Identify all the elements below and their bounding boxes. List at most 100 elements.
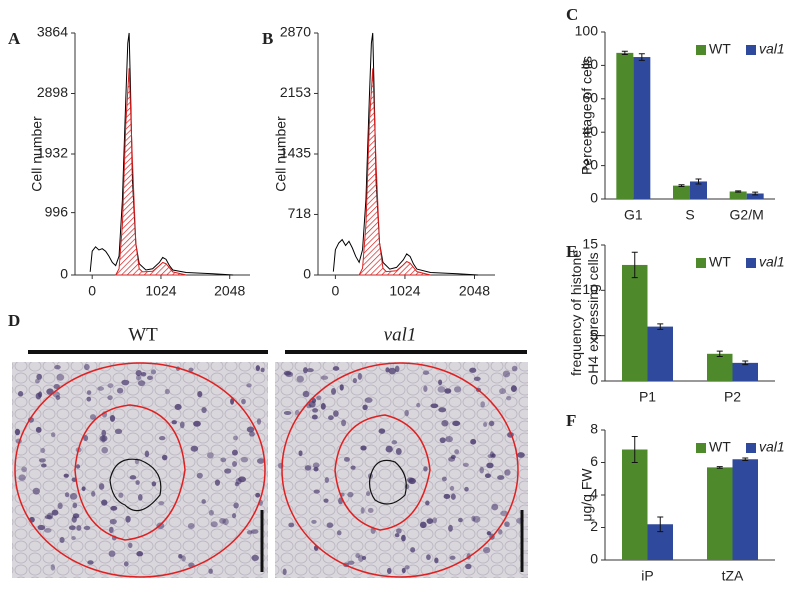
stained-cell [326, 522, 334, 528]
error-bar [742, 457, 749, 462]
stained-cell [97, 386, 105, 391]
stained-cell [256, 458, 265, 464]
stained-cell [337, 530, 342, 536]
stained-cell [439, 437, 446, 444]
stained-cell [232, 461, 237, 467]
stained-cell [401, 567, 406, 574]
legend-label: WT [709, 41, 731, 57]
stained-cell [222, 518, 229, 526]
stained-cell [161, 454, 168, 461]
divider-bar [28, 350, 268, 354]
stained-cell [187, 522, 195, 530]
stained-cell [36, 373, 43, 380]
stained-cell [330, 387, 337, 395]
stained-cell [201, 499, 206, 504]
panel-title: val1 [384, 324, 417, 345]
stained-cell [312, 462, 320, 468]
y-tick-label: 2870 [280, 24, 311, 40]
x-tick-label: iP [641, 568, 653, 584]
stained-cell [462, 462, 469, 467]
error-bar [735, 190, 742, 193]
bar [647, 326, 673, 381]
stained-cell [499, 388, 506, 395]
outline [74, 404, 186, 541]
stained-cell [458, 517, 463, 523]
y-tick-label: 20 [582, 156, 598, 172]
legend-swatch [696, 45, 706, 55]
stained-cell [40, 463, 47, 468]
stained-cell [473, 376, 481, 381]
stained-cell [55, 395, 61, 400]
stained-cell [510, 385, 517, 392]
panel-label: D [8, 311, 20, 330]
x-tick-label: 0 [331, 283, 339, 299]
outline [368, 459, 407, 505]
stained-cell [101, 429, 107, 437]
stained-cell [452, 420, 461, 427]
stained-cell [487, 454, 494, 459]
x-tick-label: P1 [639, 389, 656, 405]
stained-cell [138, 493, 143, 501]
y-tick-label: 0 [60, 266, 68, 282]
stained-cell [347, 560, 355, 565]
stained-cell [231, 449, 238, 456]
y-axis-label: Percentage of cells [579, 56, 595, 175]
stained-cell [504, 521, 510, 528]
stained-cell [59, 536, 65, 544]
stained-cell [193, 420, 201, 427]
stained-cell [57, 502, 63, 510]
stained-cell [14, 428, 21, 436]
stained-cell [137, 380, 146, 387]
stained-cell [72, 502, 78, 509]
stained-cell [69, 492, 78, 500]
y-tick-label: 0 [303, 266, 311, 282]
stained-cell [107, 383, 114, 388]
stained-cell [479, 466, 484, 474]
y-tick-label: 0 [590, 190, 598, 206]
stained-cell [53, 384, 60, 390]
x-tick-label: S [685, 207, 694, 223]
bar [707, 467, 733, 560]
stained-cell [129, 475, 137, 480]
stained-cell [128, 542, 133, 549]
stained-cell [251, 554, 259, 562]
stained-cell [158, 501, 165, 506]
stained-cell [410, 547, 416, 553]
bar [633, 57, 651, 199]
stained-cell [220, 457, 227, 463]
stained-cell [219, 518, 226, 524]
stained-cell [50, 564, 55, 571]
stained-cell [201, 406, 207, 414]
stained-cell [135, 374, 142, 381]
y-tick-label: 5 [590, 326, 598, 342]
stained-cell [464, 486, 469, 492]
y-axis-label: μg/g FW [579, 468, 595, 522]
x-tick-label: G1 [624, 207, 643, 223]
y-tick-label: 2898 [37, 84, 68, 100]
panel-label: E [566, 242, 577, 261]
stained-cell [86, 390, 92, 395]
bar [729, 191, 747, 199]
outline [281, 362, 519, 578]
stained-cell [135, 369, 142, 377]
x-tick-label: 1024 [389, 283, 420, 299]
bar [732, 459, 758, 560]
y-tick-label: 1932 [37, 145, 68, 161]
outline [14, 362, 266, 578]
stained-cell [328, 415, 334, 421]
stained-cell [87, 560, 94, 565]
stained-cell [37, 524, 46, 531]
stained-cell [391, 440, 398, 445]
stained-cell [426, 518, 434, 524]
stained-cell [110, 505, 118, 511]
stained-cell [355, 553, 361, 559]
stained-cell [323, 498, 329, 503]
stained-cell [320, 375, 329, 380]
stained-cell [324, 477, 330, 483]
stained-cell [438, 407, 447, 413]
legend-label: val1 [759, 439, 785, 455]
histogram-line [332, 32, 479, 276]
y-tick-label: 2 [590, 518, 598, 534]
stained-cell [423, 385, 428, 392]
stained-cell [282, 568, 287, 575]
